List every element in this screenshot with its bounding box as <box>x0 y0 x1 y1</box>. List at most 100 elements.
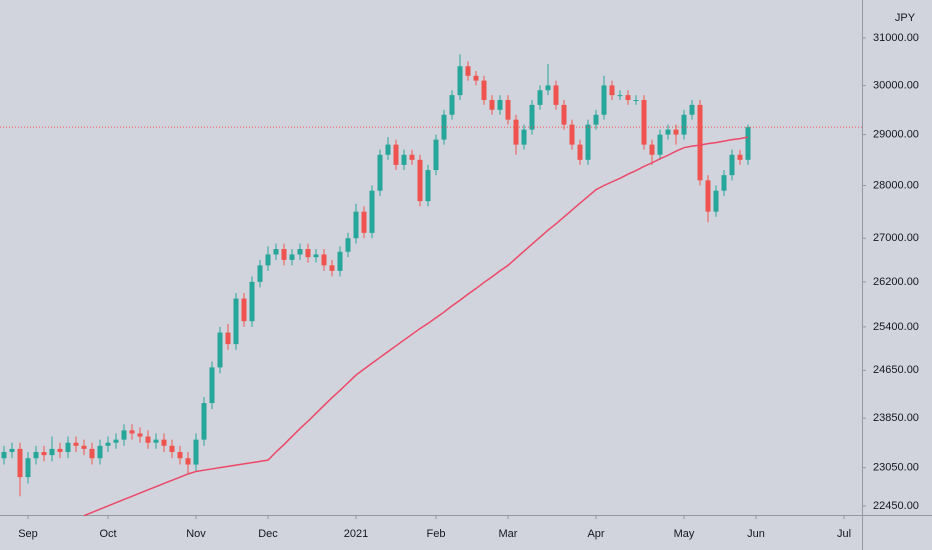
candle-body <box>593 114 599 125</box>
candle-body <box>337 251 343 271</box>
y-tick-label: 29000.00 <box>873 129 919 141</box>
candle-body <box>113 439 119 443</box>
candle-body <box>313 254 319 258</box>
candle-body <box>561 104 567 125</box>
candle-body <box>169 445 175 453</box>
candle-body <box>329 265 335 271</box>
candle-body <box>625 95 631 101</box>
candle-body <box>689 104 695 115</box>
candle-body <box>465 66 471 76</box>
candle-body <box>241 298 247 322</box>
candle-body <box>433 139 439 171</box>
candle-body <box>345 238 351 252</box>
candle-body <box>385 144 391 155</box>
x-tick-label: Mar <box>499 528 518 540</box>
candle-body <box>665 129 671 135</box>
candle-body <box>409 154 415 160</box>
candle-body <box>177 452 183 459</box>
candle-body <box>617 95 623 97</box>
x-tick-label: Jul <box>837 528 851 540</box>
candle-body <box>497 100 503 110</box>
candle-body <box>737 154 743 160</box>
candle-body <box>449 95 455 115</box>
candle-body <box>73 442 79 446</box>
y-tick-label: 25400.00 <box>873 321 919 333</box>
candle-body <box>129 430 135 434</box>
candle-body <box>521 129 527 145</box>
candle-body <box>185 458 191 465</box>
candle-body <box>545 85 551 91</box>
candle-body <box>105 442 111 446</box>
candle-body <box>481 80 487 101</box>
candle-body <box>473 75 479 81</box>
y-tick-label: 27000.00 <box>873 232 919 244</box>
candle-body <box>289 254 295 260</box>
moving-average-line <box>83 136 749 517</box>
candle-body <box>57 448 63 453</box>
candle-body <box>633 100 639 102</box>
candle-body <box>121 430 127 440</box>
candle-body <box>641 100 647 145</box>
candle-body <box>745 127 751 160</box>
x-tick-label: Nov <box>186 528 206 540</box>
candle-body <box>321 254 327 266</box>
candle-body <box>713 190 719 212</box>
candle-body <box>393 144 399 165</box>
candle-body <box>257 265 263 282</box>
x-tick-label: Apr <box>587 528 604 540</box>
candle-body <box>681 114 687 135</box>
y-tick-label: 26200.00 <box>873 276 919 288</box>
y-tick-label: 30000.00 <box>873 79 919 91</box>
y-tick-label: 23850.00 <box>873 412 919 424</box>
y-tick-label: 23050.00 <box>873 462 919 474</box>
candle-body <box>1 452 7 459</box>
candle-body <box>361 211 367 233</box>
candle-body <box>553 85 559 105</box>
x-tick-label: Oct <box>99 528 116 540</box>
candle-body <box>305 249 311 258</box>
y-tick-label: 22450.00 <box>873 500 919 512</box>
x-tick-label: Jun <box>747 528 765 540</box>
candle-body <box>137 433 143 437</box>
candle-body <box>273 249 279 255</box>
candle-body <box>25 458 31 478</box>
x-tick-label: 2021 <box>344 528 368 540</box>
candle-body <box>41 452 47 456</box>
candle-body <box>153 439 159 443</box>
candle-body <box>425 170 431 202</box>
candle-body <box>297 249 303 255</box>
candle-body <box>673 129 679 135</box>
y-tick-label: 24650.00 <box>873 364 919 376</box>
candle-body <box>401 154 407 165</box>
candle-body <box>33 452 39 459</box>
candle-body <box>233 298 239 345</box>
candle-body <box>721 175 727 191</box>
candle-body <box>145 436 151 443</box>
candle-body <box>201 403 207 440</box>
candle-body <box>657 134 663 155</box>
candle-body <box>601 85 607 115</box>
candle-body <box>89 448 95 459</box>
candle-body <box>81 445 87 449</box>
candle-body <box>489 100 495 110</box>
x-tick-label: Sep <box>18 528 38 540</box>
currency-label: JPY <box>895 12 916 24</box>
candle-body <box>705 180 711 212</box>
candle-body <box>217 332 223 368</box>
candle-body <box>193 439 199 465</box>
candle-body <box>529 104 535 130</box>
candle-body <box>457 66 463 96</box>
candle-body <box>353 211 359 239</box>
candle-body <box>9 448 15 453</box>
candle-body <box>265 254 271 266</box>
candle-body <box>17 448 23 478</box>
x-tick-label: Dec <box>258 528 278 540</box>
candle-body <box>649 144 655 155</box>
candle-body <box>569 124 575 145</box>
candle-body <box>225 332 231 345</box>
candle-body <box>729 154 735 176</box>
candle-body <box>609 85 615 96</box>
